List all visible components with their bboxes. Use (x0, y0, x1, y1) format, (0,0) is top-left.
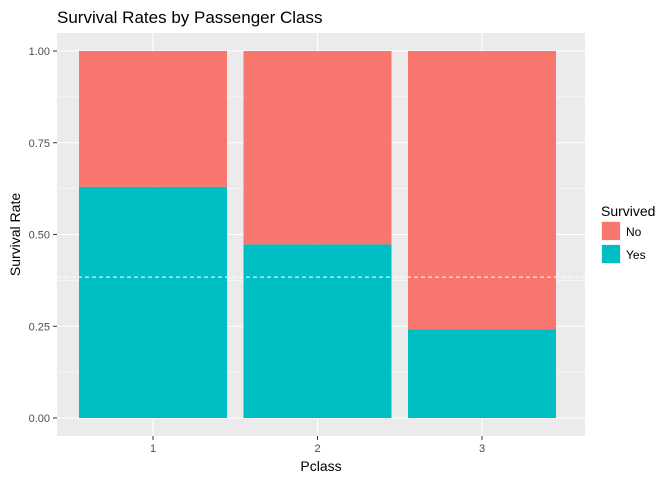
bar-yes-3 (408, 329, 556, 418)
bar-no-3 (408, 51, 556, 330)
y-tick-label: 0.25 (29, 321, 50, 333)
x-tick-label: 3 (479, 443, 485, 455)
legend-swatch-no (602, 222, 620, 240)
legend-swatch-yes (602, 245, 620, 263)
chart-title: Survival Rates by Passenger Class (57, 8, 323, 27)
legend-label-no: No (626, 225, 642, 239)
y-tick-label: 0.50 (29, 230, 50, 242)
y-axis-title: Survival Rate (7, 193, 23, 276)
bar-yes-2 (243, 244, 392, 418)
bars (79, 51, 556, 418)
x-tick-label: 2 (314, 443, 320, 455)
y-axis-ticks: 0.00 0.25 0.50 0.75 1.00 (29, 46, 57, 425)
y-tick-label: 0.00 (29, 413, 50, 425)
bar-no-2 (243, 51, 392, 245)
legend-title: Survived (601, 203, 655, 219)
x-tick-label: 1 (150, 443, 156, 455)
y-tick-label: 0.75 (29, 138, 50, 150)
bar-no-1 (79, 51, 227, 187)
legend-label-yes: Yes (626, 248, 646, 262)
x-axis-title: Pclass (300, 458, 341, 474)
bar-yes-1 (79, 186, 227, 418)
x-axis-ticks: 1 2 3 (150, 436, 485, 455)
legend: Survived No Yes (601, 203, 655, 264)
y-tick-label: 1.00 (29, 46, 50, 58)
